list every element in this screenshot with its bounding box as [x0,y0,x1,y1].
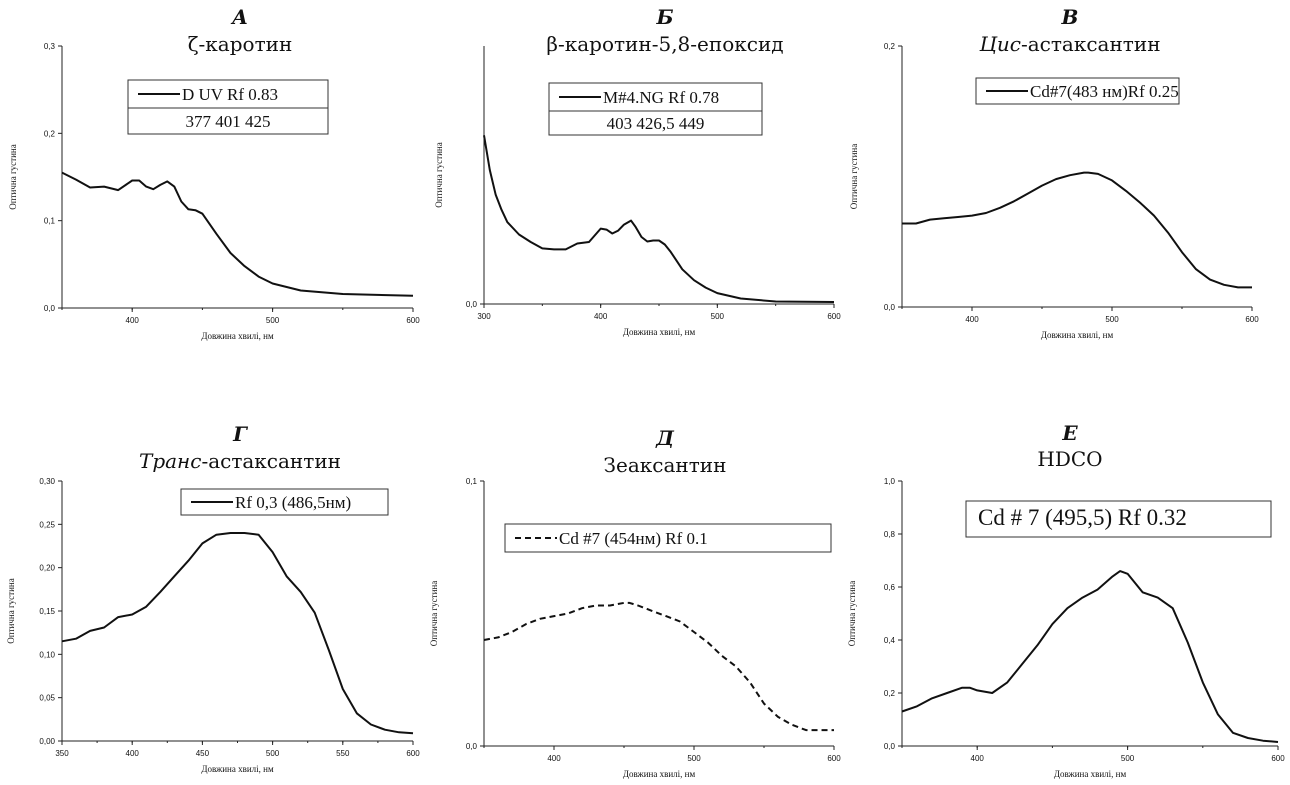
panel-1-y-tick-label: 0,1 [44,217,56,226]
panel-4-y-tick-label: 0,15 [39,607,55,616]
panel-6-y-tick-label: 0,6 [884,583,896,592]
panel-2-spectrum-line [483,135,835,303]
panel-4-y-tick-label: 0,10 [39,650,55,659]
panel-4-y-tick-label: 0,30 [39,477,55,486]
panel-1-spectrum-line [61,171,414,297]
panel-4-legend-label: Rf 0,3 (486,5нм) [235,493,351,512]
panel-5-x-tick-label: 600 [827,754,841,763]
panel-4-y-tick-label: 0,05 [39,694,55,703]
panel-4-title: Транс-астаксантин [139,449,341,473]
panel-2-y-axis-label: Оптична густина [434,142,444,207]
panel-3-title: Цис-астаксантин [978,32,1160,56]
panel-1-letter: А [230,5,248,29]
panel-6-legend-label: Cd # 7 (495,5) Rf 0.32 [978,505,1187,530]
panel-5-title-text: Зеаксантин [604,453,727,477]
panel-4-x-tick-label: 500 [266,749,280,758]
panel-1-title: ζ-каротин [188,32,293,56]
panel-4-x-tick-label: 600 [406,749,420,758]
panel-5-x-tick-label: 400 [547,754,561,763]
panel-5-title: Зеаксантин [604,453,727,477]
panel-1-y-tick-label: 0,3 [44,42,56,51]
panel-1-x-tick-label: 600 [406,316,420,325]
panel-1-legend-label: D UV Rf 0.83 [182,85,278,104]
panel-5-y-tick-label: 0,0 [466,742,478,751]
panel-3-y-axis-label: Оптична густина [849,144,859,209]
panel-2-legend-label: M#4.NG Rf 0.78 [603,88,719,107]
panel-2-title-text: β-каротин-5,8-епоксид [546,32,783,56]
panel-3-spectrum-line [902,171,1252,289]
panel-6-x-tick-label: 600 [1271,754,1285,763]
panel-2-x-tick-label: 400 [594,312,608,321]
panel-3-x-tick-label: 600 [1245,315,1259,324]
panel-1-legend-peaks-box [127,107,329,135]
panel-2-legend-peaks-box [548,110,763,136]
panel-4-x-tick-label: 400 [126,749,140,758]
panel-4-letter: Г [232,422,248,446]
panel-4-y-axis-label: Оптична густина [6,578,16,643]
panel-2-x-tick-label: 500 [711,312,725,321]
panel-6-y-axis-label: Оптична густина [847,581,857,646]
panel-4-y-tick-label: 0,00 [39,737,55,746]
panel-4-x-tick-label: 550 [336,749,350,758]
panel-6-letter: Е [1061,421,1078,445]
panel-6-legend-box [965,500,1272,538]
panel-3-x-tick-label: 500 [1105,315,1119,324]
panel-4-spectrum-line [61,532,414,735]
panel-2-x-tick-label: 300 [477,312,491,321]
panel-4-x-tick-label: 350 [55,749,69,758]
panel-1-y-tick-label: 0,2 [44,129,56,138]
panel-1-y-axis-label: Оптична густина [8,144,18,209]
panel-5-x-axis-label: Довжина хвилі, нм [623,769,696,779]
panel-5-legend-box [504,523,832,553]
panel-3-legend-label: Cd#7(483 нм)Rf 0.25 [1030,82,1179,101]
panel-3-title-italic: Цис [978,32,1021,56]
panel-5-y-tick-label: 0,1 [466,477,478,486]
panel-4-x-tick-label: 450 [196,749,210,758]
panel-5-y-axis-label: Оптична густина [429,581,439,646]
panel-6-x-tick-label: 400 [971,754,985,763]
panel-6-spectrum-line [901,570,1279,743]
panel-6-y-tick-label: 0,0 [884,742,896,751]
panel-4-y-tick-label: 0,20 [39,564,55,573]
panel-2-x-axis-label: Довжина хвилі, нм [623,327,696,337]
panel-6-title-text: HDCO [1037,447,1102,471]
panel-2-x-tick-label: 600 [827,312,841,321]
panel-6-y-tick-label: 0,8 [884,530,896,539]
panel-5-x-tick-label: 500 [687,754,701,763]
panel-6-y-tick-label: 0,2 [884,689,896,698]
panel-3-y-tick-label: 0,0 [884,303,896,312]
panel-6-x-tick-label: 500 [1121,754,1135,763]
panel-5-legend-label: Cd #7 (454нм) Rf 0.1 [559,529,708,548]
panel-3-x-axis-label: Довжина хвилі, нм [1041,330,1114,340]
panel-2-title: β-каротин-5,8-епоксид [546,32,783,56]
panel-1-title-text: ζ-каротин [188,32,293,56]
panel-2-legend-peaks: 403 426,5 449 [607,114,705,133]
panel-3-x-tick-label: 400 [965,315,979,324]
panel-6-y-tick-label: 0,4 [884,636,896,645]
panel-3-y-tick-label: 0,2 [884,42,896,51]
panel-6-x-axis-label: Довжина хвилі, нм [1054,769,1127,779]
panel-6-title: HDCO [1037,447,1102,471]
panel-5-spectrum-line [483,601,834,732]
panel-5-letter: Д [655,426,675,450]
panel-4-x-axis-label: Довжина хвилі, нм [201,764,274,774]
panel-3-title-text: -астаксантин [1021,32,1161,56]
panel-4-title-text: -астаксантин [201,449,341,473]
panel-1-y-tick-label: 0,0 [44,304,56,313]
panel-4-y-tick-label: 0,25 [39,520,55,529]
panel-1-x-tick-label: 400 [126,316,140,325]
panel-4-title-italic: Транс [139,449,201,473]
panel-1-x-axis-label: Довжина хвилі, нм [201,331,274,341]
panel-1-legend-peaks: 377 401 425 [186,112,271,131]
panel-2-letter: Б [655,5,673,29]
panel-3-letter: В [1061,5,1079,29]
panel-2-y-tick-label: 0,0 [466,300,478,309]
panel-1-x-tick-label: 500 [266,316,280,325]
panel-6-y-tick-label: 1,0 [884,477,896,486]
